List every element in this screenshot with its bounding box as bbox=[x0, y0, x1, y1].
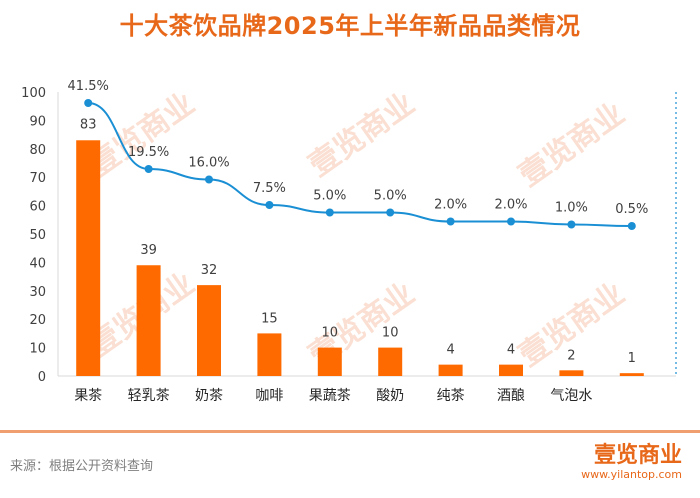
source-note: 来源：根据公开资料查询 bbox=[10, 459, 154, 474]
percentage-point bbox=[507, 217, 515, 226]
percentage-point bbox=[144, 165, 153, 173]
bar bbox=[197, 285, 221, 376]
bar bbox=[378, 347, 403, 376]
brand-name: 壹览商业 bbox=[593, 443, 682, 468]
x-tick-label: 气泡水 bbox=[550, 388, 592, 404]
x-tick-label: 果蔬茶 bbox=[309, 388, 351, 404]
bar-value-label: 10 bbox=[382, 326, 399, 341]
percentage-label: 5.0% bbox=[374, 189, 407, 204]
y-tick-label: 40 bbox=[29, 256, 46, 271]
y-tick-label: 50 bbox=[29, 228, 46, 243]
x-tick-label: 咖啡 bbox=[255, 388, 283, 404]
percentage-point bbox=[205, 175, 213, 184]
brand-url: www.yilantop.com bbox=[581, 468, 682, 481]
bar-value-label: 4 bbox=[507, 343, 515, 358]
bar-value-label: 10 bbox=[322, 326, 339, 341]
y-tick-label: 100 bbox=[21, 86, 46, 101]
bar-value-label: 2 bbox=[567, 348, 575, 363]
percentage-point bbox=[84, 99, 93, 107]
percentage-point bbox=[567, 220, 576, 229]
bar-value-label: 83 bbox=[80, 117, 97, 132]
x-tick-label: 果茶 bbox=[74, 388, 102, 404]
bar bbox=[559, 370, 584, 376]
chart-canvas: 0 10 20 30 40 50 60 70 80 90 100 83 果茶 39 轻乳茶 32 奶茶 15 咖啡 1… bbox=[21, 79, 677, 404]
percentage-label: 1.0% bbox=[555, 201, 588, 216]
bar-value-label: 39 bbox=[140, 243, 157, 258]
y-tick-label: 60 bbox=[29, 200, 46, 215]
bar bbox=[136, 265, 161, 376]
bar bbox=[257, 333, 282, 376]
footer-divider bbox=[0, 430, 700, 433]
percentage-point bbox=[627, 222, 636, 230]
y-tick-label: 20 bbox=[29, 313, 46, 328]
x-tick-label: 酸奶 bbox=[376, 388, 404, 404]
percentage-label: 2.0% bbox=[494, 198, 527, 213]
percentage-label: 19.5% bbox=[128, 145, 169, 160]
bar bbox=[499, 364, 523, 376]
bar bbox=[438, 364, 463, 376]
percentage-line bbox=[88, 102, 632, 227]
percentage-point bbox=[386, 208, 395, 217]
bar-value-label: 32 bbox=[201, 263, 218, 278]
percentage-point bbox=[265, 201, 274, 209]
x-tick-label: 奶茶 bbox=[195, 388, 223, 404]
percentage-label: 0.5% bbox=[615, 202, 648, 217]
x-tick-label: 酒酿 bbox=[497, 388, 525, 404]
bar bbox=[619, 373, 644, 376]
chart-title: 十大茶饮品牌2025年上半年新品品类情况 bbox=[119, 12, 581, 40]
percentage-label: 2.0% bbox=[434, 198, 467, 213]
x-tick-label: 轻乳茶 bbox=[128, 388, 170, 404]
bar bbox=[76, 140, 101, 376]
percentage-label: 16.0% bbox=[188, 156, 229, 171]
bar-value-label: 15 bbox=[261, 311, 278, 326]
y-tick-label: 10 bbox=[29, 342, 46, 357]
x-tick-label: 纯茶 bbox=[437, 388, 465, 404]
y-tick-label: 30 bbox=[29, 285, 46, 300]
percentage-point bbox=[446, 217, 455, 226]
y-tick-label: 80 bbox=[29, 143, 46, 158]
percentage-point bbox=[325, 208, 334, 217]
percentage-label: 41.5% bbox=[68, 79, 109, 94]
percentage-label: 5.0% bbox=[313, 189, 346, 204]
y-tick-label: 0 bbox=[38, 370, 46, 385]
bar-value-label: 4 bbox=[446, 343, 454, 358]
brand-logo: 壹览商业 www.yilantop.com bbox=[581, 444, 682, 482]
y-tick-label: 90 bbox=[29, 114, 46, 129]
bar bbox=[317, 347, 342, 376]
y-tick-label: 70 bbox=[29, 171, 46, 186]
bar-value-label: 1 bbox=[628, 351, 636, 366]
percentage-label: 7.5% bbox=[253, 181, 286, 196]
